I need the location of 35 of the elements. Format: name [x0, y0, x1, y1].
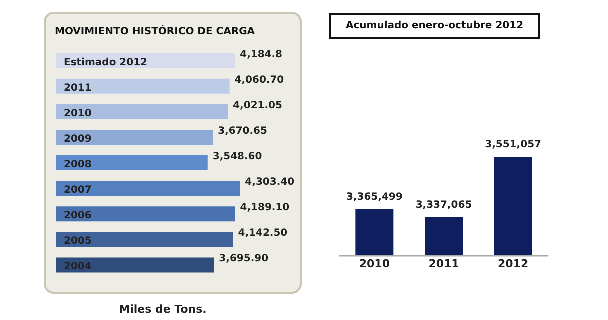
data-label: 4,021.05	[233, 100, 282, 112]
x-tick-label: 2012	[498, 258, 529, 270]
bar	[56, 104, 228, 120]
data-label: 4,303.40	[245, 177, 295, 188]
bar	[56, 206, 236, 222]
data-label: 3,365,499	[346, 192, 403, 203]
y-tick-label: 2009	[64, 134, 92, 145]
bar	[56, 78, 230, 94]
x-tick-label: 2011	[428, 258, 460, 270]
y-tick-label: 2005	[64, 236, 92, 248]
y-tick-label: 2008	[64, 160, 92, 170]
data-label: 3,548.60	[212, 152, 262, 162]
y-tick-label: 2006	[64, 210, 92, 222]
y-tick-label: 2004	[64, 262, 92, 273]
y-tick-label: 2011	[64, 82, 92, 94]
bar	[56, 156, 208, 170]
data-label: 3,337,065	[416, 200, 472, 211]
y-tick-label: Estimado 2012	[64, 57, 148, 68]
chart-title: MOVIMIENTO HISTÓRICO DE CARGA	[54, 24, 256, 38]
data-label: 3,551,057	[485, 140, 542, 150]
y-tick-label: 2007	[64, 185, 92, 196]
data-label: 3,670.65	[218, 126, 268, 137]
chart-title: Acumulado enero-octubre 2012	[346, 20, 524, 32]
bar	[56, 232, 234, 248]
data-label: 4,142.50	[238, 228, 288, 240]
y-tick-label: 2010	[64, 108, 92, 120]
data-label: 4,184.8	[240, 49, 283, 60]
data-label: 4,060.70	[234, 74, 284, 86]
bar	[56, 181, 240, 196]
data-label: 3,695.90	[219, 254, 269, 265]
data-label: 4,189.10	[240, 202, 290, 214]
x-tick-label: 2010	[359, 258, 390, 270]
x-axis-title: Miles de Tons.	[119, 303, 207, 316]
bar	[56, 130, 214, 145]
bar	[56, 258, 214, 273]
